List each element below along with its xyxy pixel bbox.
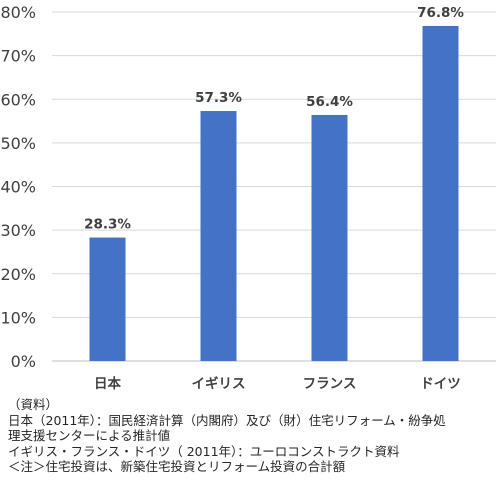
gridlines bbox=[52, 11, 496, 362]
y-tick-label: 40% bbox=[0, 178, 36, 197]
y-tick-label: 30% bbox=[0, 221, 36, 240]
x-category-label: 日本 bbox=[94, 375, 121, 392]
note-line: （資料） bbox=[8, 397, 59, 412]
y-tick-label: 50% bbox=[0, 134, 36, 153]
data-label: 28.3% bbox=[84, 217, 131, 233]
y-tick-label: 80% bbox=[0, 3, 36, 22]
note-line: イギリス・フランス・ドイツ（ 2011年）：ユーロコンストラクト資料 bbox=[8, 443, 400, 459]
y-tick-label: 20% bbox=[0, 265, 36, 284]
source-notes: （資料） 日本（2011年）：国民経済計算（内閣府）及び（財）住宅リフォーム・紛… bbox=[8, 397, 496, 475]
y-axis: 0% 10% 20% 30% 40% 50% 60% 70% 80% bbox=[0, 3, 36, 371]
bars: 28.3% 57.3% 56.4% 76.8% bbox=[84, 5, 464, 362]
x-category-label: イギリス bbox=[192, 376, 246, 392]
y-tick-label: 10% bbox=[0, 308, 36, 327]
y-tick-label: 70% bbox=[0, 47, 36, 66]
bar bbox=[89, 237, 126, 361]
bar bbox=[311, 114, 348, 361]
y-tick-label: 60% bbox=[0, 90, 36, 109]
note-line: 理支援センターによる推計値 bbox=[8, 428, 171, 443]
x-axis: 日本 イギリス フランス ドイツ bbox=[94, 375, 461, 392]
bar-chart: 0% 10% 20% 30% 40% 50% 60% 70% 80% 28.3% 57.3% 56.… bbox=[0, 3, 496, 392]
data-label: 56.4% bbox=[306, 94, 353, 110]
y-tick-label: 0% bbox=[11, 352, 36, 371]
note-line: ＜注＞住宅投資は、新築住宅投資とリフォーム投資の合計額 bbox=[8, 459, 346, 474]
bar bbox=[200, 111, 237, 361]
note-line: 日本（2011年）：国民経済計算（内閣府）及び（財）住宅リフォーム・紛争処 bbox=[8, 412, 446, 428]
x-category-label: ドイツ bbox=[420, 376, 461, 392]
data-label: 57.3% bbox=[195, 90, 242, 106]
bar bbox=[422, 25, 459, 362]
data-label: 76.8% bbox=[417, 5, 464, 21]
x-category-label: フランス bbox=[303, 376, 357, 392]
